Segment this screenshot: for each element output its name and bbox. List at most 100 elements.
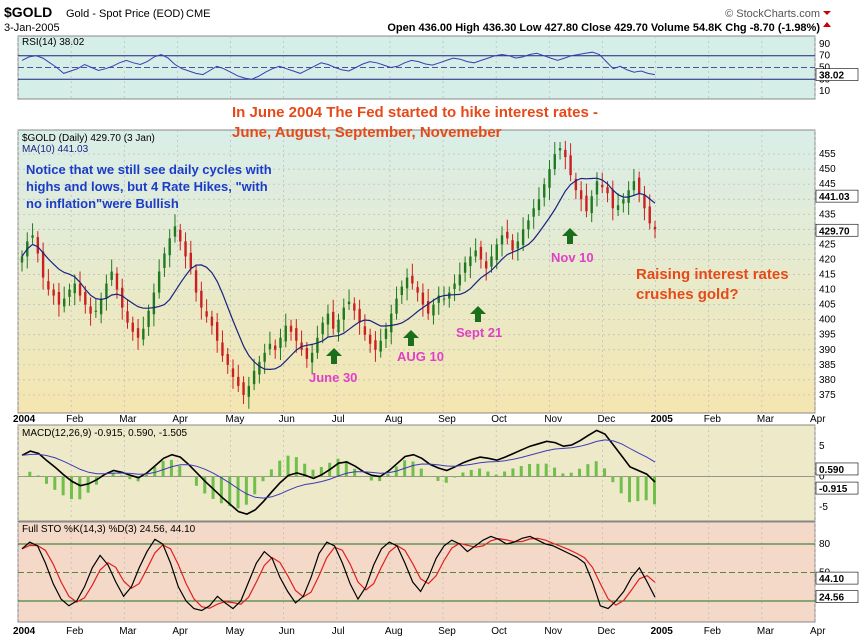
rsi-last-badge: 38.02 [819, 71, 844, 82]
candle-body [279, 337, 282, 348]
candle-body [564, 149, 567, 158]
candle-body [131, 322, 134, 332]
cycles-annotation-line1: Notice that we still see daily cycles wi… [26, 162, 272, 177]
arrow-up-icon [326, 348, 342, 364]
month-label: Apr [810, 414, 826, 425]
macd-histogram-bar [569, 472, 573, 477]
month-label: Dec [597, 414, 615, 425]
cycles-annotation-line2: highs and lows, but 4 Rate Hikes, "with [26, 179, 268, 194]
arrow-up-icon [562, 228, 578, 244]
date: 3-Jan-2005 [4, 22, 60, 34]
month-label: Oct [491, 626, 507, 637]
month-label: Nov [544, 626, 562, 637]
grid [17, 36, 816, 622]
dropdown-icon[interactable] [823, 11, 831, 15]
candle-body [543, 184, 546, 198]
macd-histogram-bar [61, 476, 65, 496]
sept-annotation: Sept 21 [456, 325, 502, 340]
candle-body [601, 184, 604, 188]
close-last-badge: 429.70 [819, 226, 850, 237]
candle-body [637, 177, 641, 194]
candle-body [527, 220, 530, 230]
candle-body [200, 290, 203, 308]
candle-body [411, 275, 414, 284]
macd-histogram-bar [294, 457, 298, 477]
candle-body [358, 308, 361, 323]
candle-body [163, 253, 166, 268]
candle-body [284, 325, 287, 342]
candle-body [316, 337, 319, 353]
candle-body [395, 298, 398, 314]
nov-annotation: Nov 10 [551, 250, 594, 265]
rsi-tick-label: 50 [819, 63, 831, 74]
candle-body [326, 313, 330, 325]
candle-body [426, 301, 430, 314]
macd-signal-line [21, 439, 656, 499]
candle-body [653, 226, 657, 230]
candle-body [342, 307, 345, 320]
symbol: $GOLD [4, 4, 52, 20]
candle-body [347, 301, 351, 305]
candle-body [337, 319, 340, 333]
candle-body [78, 283, 82, 296]
macd-line [21, 429, 656, 515]
candle-body [458, 274, 462, 286]
raising-annotation-line1: Raising interest rates [636, 266, 789, 283]
macd-histogram-bar [20, 476, 23, 478]
arrow-up-icon [403, 330, 419, 346]
rsi-last-badge-box [815, 68, 859, 81]
macd-histogram-bar [536, 463, 540, 477]
macd-histogram-bar [353, 468, 357, 477]
macd-histogram-bar [594, 461, 598, 477]
month-label: Mar [757, 414, 775, 425]
month-label: Aug [385, 626, 403, 637]
macd-histogram-bar [236, 476, 240, 509]
candle-body [310, 352, 314, 363]
price-layer [20, 140, 657, 409]
month-label: May [226, 626, 245, 637]
macd-histogram-bar [469, 469, 473, 477]
macd-histogram-bar [628, 476, 632, 503]
sto-last-badge: 44.10 [819, 574, 844, 585]
candle-body [168, 238, 171, 256]
macd-histogram-bar [578, 468, 582, 477]
macd-histogram-bar [36, 475, 40, 477]
rsi-label: RSI(14) 38.02 [22, 37, 85, 48]
macd-layer [18, 429, 815, 515]
sto-k-line [21, 535, 656, 612]
month-label: Jul [332, 626, 345, 637]
candle-body [611, 189, 614, 209]
price-tick-label: 385 [819, 360, 836, 371]
candle-body [590, 196, 593, 214]
candle-body [474, 250, 477, 257]
price-label: $GOLD (Daily) 429.70 (3 Jan) [22, 133, 155, 144]
quote: Open 436.00 High 436.30 Low 427.80 Close… [387, 22, 820, 34]
candle-body [105, 283, 108, 299]
candle-body [537, 199, 541, 211]
macd-histogram-bar [428, 476, 432, 478]
candle-body [390, 313, 393, 333]
candle-body [142, 328, 145, 340]
macd-histogram-bar [286, 455, 290, 477]
sto-tick-label: 80 [819, 539, 831, 550]
month-label: Feb [66, 414, 84, 425]
price-tick-label: 450 [819, 164, 836, 175]
candle-body [305, 347, 309, 359]
month-label: Apr [172, 414, 188, 425]
candle-body [68, 289, 71, 297]
candle-body [400, 286, 403, 295]
month-label: Sep [438, 414, 456, 425]
candle-body [63, 298, 66, 307]
candle-body [516, 241, 520, 249]
rsi-tick-label: 10 [819, 86, 831, 97]
arrow-up-icon [470, 306, 486, 322]
candle-body [36, 237, 40, 254]
month-label: Jun [279, 414, 295, 425]
month-label: 2005 [651, 626, 674, 637]
candle-body [485, 261, 488, 269]
candle-body [157, 271, 161, 293]
month-label: Jun [279, 626, 295, 637]
copyright: © StockCharts.com [725, 8, 820, 20]
macd-histogram-bar [311, 469, 315, 477]
macd-histogram-bar [269, 469, 273, 477]
